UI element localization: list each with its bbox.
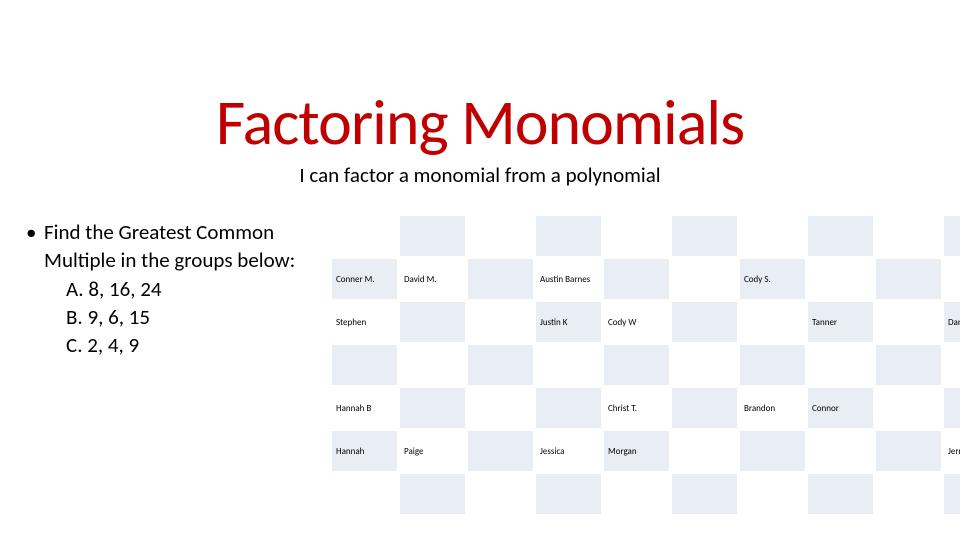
seat-cell <box>672 216 737 256</box>
seat-cell: Hannah B <box>332 388 397 428</box>
seat-cell: Austin Barnes <box>536 259 601 299</box>
seat-cell <box>876 345 941 385</box>
seat-cell <box>808 259 873 299</box>
seat-cell <box>468 216 533 256</box>
slide-title: Factoring Monomials <box>0 84 960 162</box>
seat-cell: Tanner <box>808 302 873 342</box>
seat-cell <box>808 474 873 514</box>
seat-cell: Connor <box>808 388 873 428</box>
slide-subtitle: I can factor a monomial from a polynomia… <box>0 162 960 188</box>
seat-cell <box>400 345 465 385</box>
seat-cell <box>604 259 669 299</box>
seat-cell <box>468 431 533 471</box>
seat-cell <box>740 345 805 385</box>
seat-cell: Conner M. <box>332 259 397 299</box>
bullet-option-a: A. 8, 16, 24 <box>44 275 304 303</box>
bullet-block: • Find the Greatest Common Multiple in t… <box>26 218 326 360</box>
seat-cell <box>604 345 669 385</box>
seat-cell <box>468 302 533 342</box>
seat-cell: Paige <box>400 431 465 471</box>
seat-cell <box>876 302 941 342</box>
seat-cell <box>740 216 805 256</box>
seat-cell: Jessica <box>536 431 601 471</box>
seat-cell: Jerritt <box>944 431 960 471</box>
seating-grid: Conner M.David M. Austin Barnes Cody S. Ste… <box>332 216 960 514</box>
seat-cell <box>876 259 941 299</box>
seat-cell <box>672 345 737 385</box>
seat-cell <box>332 345 397 385</box>
seat-cell: Cody S. <box>740 259 805 299</box>
seat-cell <box>672 474 737 514</box>
seat-cell <box>672 302 737 342</box>
seat-cell <box>740 302 805 342</box>
seat-cell <box>604 474 669 514</box>
seat-cell <box>400 302 465 342</box>
seat-cell <box>808 431 873 471</box>
seat-cell: Cody W <box>604 302 669 342</box>
bullet-option-c: C. 2, 4, 9 <box>44 331 304 359</box>
seat-cell: Stephen <box>332 302 397 342</box>
seat-cell <box>536 474 601 514</box>
seat-cell: Brandon <box>740 388 805 428</box>
seat-cell <box>536 216 601 256</box>
seat-cell <box>808 345 873 385</box>
seat-cell <box>468 474 533 514</box>
seat-cell <box>536 345 601 385</box>
seat-cell: Justin K <box>536 302 601 342</box>
seat-cell: Darian <box>944 302 960 342</box>
seat-cell <box>536 388 601 428</box>
seat-cell: David M. <box>400 259 465 299</box>
seat-cell <box>808 216 873 256</box>
seat-cell <box>740 431 805 471</box>
seat-cell <box>944 388 960 428</box>
seat-cell <box>468 259 533 299</box>
seat-cell <box>468 388 533 428</box>
seat-cell: Hannah <box>332 431 397 471</box>
seat-cell <box>400 388 465 428</box>
bullet-lead: Find the Greatest Common Multiple in the… <box>44 219 295 273</box>
seat-cell <box>944 345 960 385</box>
seat-cell <box>672 388 737 428</box>
seat-cell <box>672 431 737 471</box>
bullet-option-b: B. 9, 6, 15 <box>44 303 304 331</box>
seat-cell: Christ T. <box>604 388 669 428</box>
seat-cell <box>468 345 533 385</box>
seat-cell <box>944 216 960 256</box>
seat-cell <box>944 474 960 514</box>
seat-cell <box>332 474 397 514</box>
seat-cell <box>740 474 805 514</box>
seat-cell <box>332 216 397 256</box>
seat-cell <box>876 388 941 428</box>
seat-cell <box>400 474 465 514</box>
seat-cell <box>876 474 941 514</box>
seat-cell <box>944 259 960 299</box>
seat-cell <box>400 216 465 256</box>
seat-cell <box>876 216 941 256</box>
seat-cell <box>876 431 941 471</box>
seat-cell: Morgan <box>604 431 669 471</box>
seat-cell <box>604 216 669 256</box>
seat-cell <box>672 259 737 299</box>
bullet-marker: • <box>26 218 44 246</box>
